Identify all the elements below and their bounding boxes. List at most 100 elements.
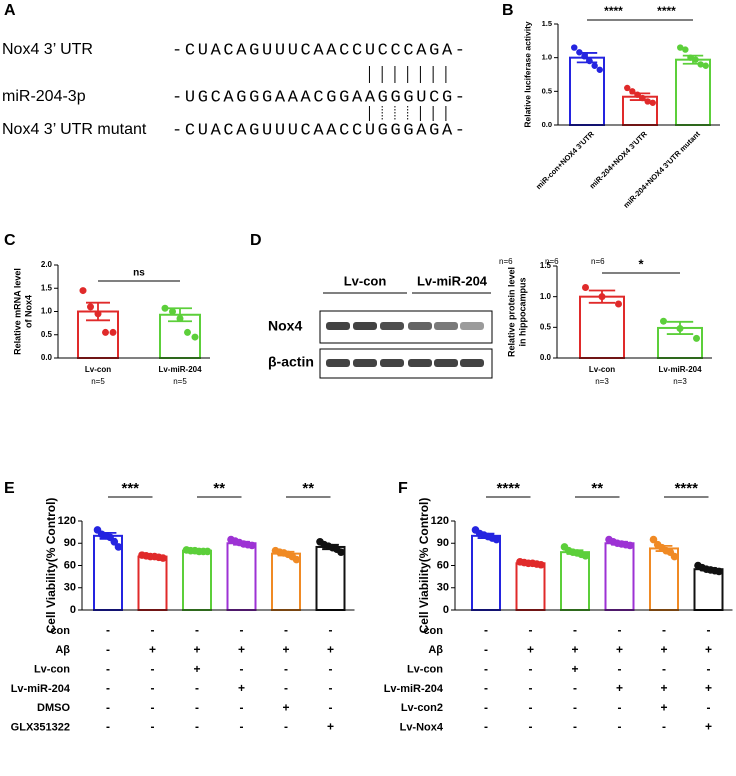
y-tick-label: 0.0: [540, 353, 552, 362]
data-point: [629, 88, 636, 95]
y-tick-label: 0.5: [41, 330, 53, 339]
treatment-sign: -: [484, 681, 488, 695]
treatment-sign: +: [238, 681, 245, 695]
treatment-sign: -: [573, 623, 577, 637]
treatment-sign: -: [151, 720, 155, 734]
y-axis-label: Relative luciferase activity: [522, 21, 532, 128]
y-axis-label: of Nox4: [23, 295, 33, 328]
treatment-sign: +: [616, 681, 623, 695]
data-point: [676, 325, 684, 333]
y-axis-label: in hippocampus: [517, 277, 527, 346]
treatment-sign: +: [705, 720, 712, 734]
band: [326, 322, 350, 330]
treatment-sign: -: [284, 681, 288, 695]
treatment-sign: -: [284, 623, 288, 637]
treatment-sign: -: [662, 623, 666, 637]
comparison-label: ****: [675, 480, 699, 497]
comparison-label: ****: [657, 4, 676, 18]
treatment-sign: -: [195, 681, 199, 695]
treatment-sign: +: [660, 681, 667, 695]
panel-letter: A: [4, 2, 16, 19]
treatment-sign: -: [106, 681, 110, 695]
treatment-sign: -: [329, 700, 333, 714]
data-point: [586, 57, 593, 65]
band: [326, 359, 350, 367]
treatment-sign: -: [573, 700, 577, 714]
treatment-sign: +: [571, 662, 578, 676]
treatment-sign: +: [527, 642, 534, 656]
data-point: [576, 49, 583, 56]
data-point: [649, 535, 658, 544]
data-point: [110, 537, 119, 546]
y-tick-label: 0.5: [542, 86, 552, 95]
band: [353, 359, 377, 367]
treatment-sign: -: [484, 623, 488, 637]
treatment-sign: -: [573, 720, 577, 734]
n-label: n=5: [91, 377, 105, 386]
treatment-sign: +: [705, 681, 712, 695]
treatment-label: Lv-miR-204: [11, 683, 71, 695]
treatment-sign: -: [195, 623, 199, 637]
treatment-sign: -: [151, 681, 155, 695]
treatment-sign: -: [618, 720, 622, 734]
y-tick-label: 0.0: [41, 353, 53, 362]
treatment-sign: +: [705, 642, 712, 656]
treatment-label: Aβ: [55, 644, 70, 656]
treatment-sign: -: [529, 662, 533, 676]
treatment-sign: -: [284, 720, 288, 734]
treatment-sign: -: [484, 720, 488, 734]
comparison-label: ***: [121, 480, 139, 497]
treatment-sign: +: [282, 642, 289, 656]
comparison-label: *: [638, 256, 644, 271]
treatment-sign: +: [193, 642, 200, 656]
treatment-sign: -: [106, 700, 110, 714]
band: [408, 359, 432, 367]
comparison-label: **: [213, 480, 225, 497]
y-tick-label: 0.5: [540, 322, 552, 331]
y-axis-label: Cell Viability(% Control): [44, 498, 58, 634]
data-point: [634, 91, 641, 98]
data-point: [692, 56, 699, 63]
y-axis-label: Relative mRNA level: [12, 268, 22, 355]
band: [380, 359, 404, 367]
treatment-sign: -: [284, 662, 288, 676]
data-point: [715, 567, 723, 576]
treatment-sign: -: [618, 700, 622, 714]
data-point: [537, 560, 545, 569]
treatment-sign: +: [149, 642, 156, 656]
panel-letter: F: [398, 480, 408, 497]
panel-letter: E: [4, 480, 15, 497]
y-tick-label: 30: [437, 582, 449, 594]
treatment-sign: -: [484, 662, 488, 676]
treatment-sign: +: [660, 700, 667, 714]
treatment-sign: -: [484, 700, 488, 714]
blot-row-label: Nox4: [268, 318, 302, 334]
treatment-label: Lv-con: [34, 664, 70, 676]
comparison-label: **: [302, 480, 314, 497]
data-point: [624, 84, 631, 92]
y-tick-label: 1.0: [542, 53, 552, 62]
data-point: [87, 303, 94, 311]
data-point: [639, 94, 646, 102]
y-tick-label: 1.0: [41, 307, 53, 316]
n-label: n=3: [673, 377, 687, 386]
data-point: [492, 535, 501, 544]
x-tick-label: Lv-con: [85, 365, 111, 374]
y-tick-label: 1.5: [540, 261, 552, 270]
data-point: [644, 98, 651, 105]
treatment-sign: -: [707, 623, 711, 637]
data-point: [581, 53, 588, 60]
band: [380, 322, 404, 330]
y-axis-label: Cell Viability(% Control): [417, 498, 431, 634]
data-point: [677, 44, 684, 51]
treatment-label: Aβ: [428, 644, 443, 656]
y-tick-label: 0: [443, 604, 449, 616]
treatment-sign: -: [529, 700, 533, 714]
alignment-label: Nox4 3’ UTR mutant: [2, 121, 147, 138]
treatment-sign: +: [193, 662, 200, 676]
treatment-sign: +: [238, 642, 245, 656]
data-point: [702, 62, 709, 69]
data-point: [582, 283, 589, 291]
